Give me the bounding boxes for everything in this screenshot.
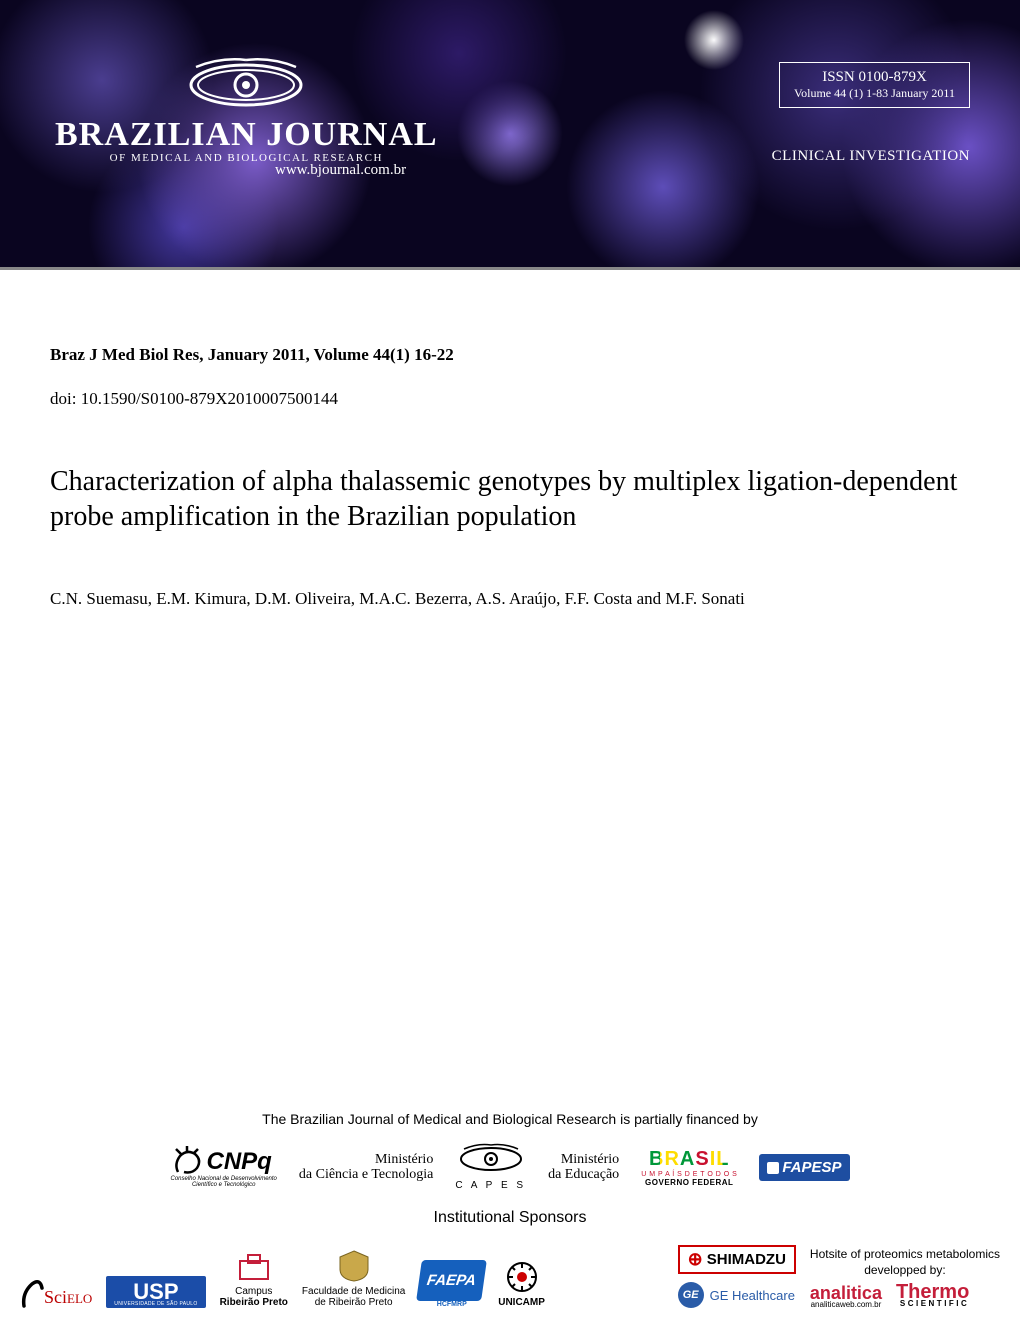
cnpq-text: CNPq: [206, 1148, 271, 1176]
issn-text: ISSN 0100-879X: [794, 69, 955, 86]
citation: Braz J Med Biol Res, January 2011, Volum…: [50, 345, 970, 365]
cnpq-sub2: Científico e Tecnológico: [170, 1182, 276, 1188]
hcfmrp-text: HCFMRP: [419, 1301, 484, 1308]
hotsite-1: Hotsite of proteomics metabolomics: [810, 1247, 1000, 1263]
ge-icon: GE: [678, 1282, 704, 1308]
ge-logo[interactable]: GE GE Healthcare: [678, 1282, 796, 1308]
sponsor-row-2: SciELO USP UNIVERSIDADE DE SÃO PAULO Cam…: [20, 1245, 1000, 1308]
faepa-logo[interactable]: FAEPA HCFMRP: [419, 1260, 484, 1308]
min-ct-2: da Ciência e Tecnologia: [299, 1167, 433, 1182]
fmrp-logo[interactable]: Faculdade de Medicina de Ribeirão Preto: [302, 1249, 405, 1308]
usp-text: USP: [133, 1279, 178, 1304]
unicamp-icon: [502, 1260, 542, 1294]
shimadzu-logo[interactable]: ⊕ SHIMADZU: [678, 1245, 796, 1274]
shimadzu-ge-block: ⊕ SHIMADZU GE GE Healthcare: [678, 1245, 796, 1308]
fapesp-text: FAPESP: [782, 1159, 841, 1176]
capes-logo[interactable]: C A P E S: [455, 1143, 526, 1191]
cnpq-icon: [170, 1146, 204, 1176]
article-content: Braz J Med Biol Res, January 2011, Volum…: [0, 270, 1020, 609]
journal-logo: BRAZILIAN JOURNAL OF MEDICAL AND BIOLOGI…: [55, 55, 438, 164]
brasil-sub1: U M P A Í S D E T O D O S: [641, 1171, 737, 1178]
section-label: CLINICAL INVESTIGATION: [772, 148, 970, 165]
hotsite-block: Hotsite of proteomics metabolomics devel…: [810, 1247, 1000, 1308]
hotsite-label: Hotsite of proteomics metabolomics devel…: [810, 1247, 1000, 1278]
brasil-text: BRASIL: [641, 1148, 737, 1171]
financed-by-label: The Brazilian Journal of Medical and Bio…: [20, 1111, 1000, 1127]
fmrp-2: de Ribeirão Preto: [302, 1297, 405, 1308]
volume-text: Volume 44 (1) 1-83 January 2011: [794, 86, 955, 101]
min-ct[interactable]: Ministério da Ciência e Tecnologia: [299, 1152, 433, 1183]
hotsite-2: developped by:: [810, 1263, 1000, 1279]
campus-2: Ribeirão Preto: [220, 1297, 288, 1308]
faepa-text: FAEPA: [416, 1260, 487, 1301]
footer: The Brazilian Journal of Medical and Bio…: [0, 1111, 1020, 1320]
analitica-logo[interactable]: analitica analiticaweb.com.br: [810, 1285, 882, 1308]
analitica-text: analitica: [810, 1285, 882, 1301]
min-ed-2: da Educação: [548, 1167, 619, 1182]
fapesp-logo[interactable]: FAPESP: [759, 1154, 849, 1181]
shimadzu-text: SHIMADZU: [707, 1251, 786, 1268]
min-ct-1: Ministério: [299, 1152, 433, 1167]
thermo-logo[interactable]: Thermo SCIENTIFIC: [896, 1284, 969, 1308]
usp-sub: UNIVERSIDADE DE SÃO PAULO: [114, 1302, 197, 1307]
campus-icon: [234, 1253, 274, 1283]
min-ed-1: Ministério: [548, 1152, 619, 1167]
journal-url[interactable]: www.bjournal.com.br: [275, 162, 406, 179]
scielo-icon: [20, 1278, 44, 1308]
doi: doi: 10.1590/S0100-879X2010007500144: [50, 389, 970, 409]
campus-logo[interactable]: Campus Ribeirão Preto: [220, 1253, 288, 1308]
brasil-sub2: GOVERNO FEDERAL: [641, 1178, 737, 1187]
thermo-sub: SCIENTIFIC: [896, 1301, 969, 1308]
institutional-label: Institutional Sponsors: [20, 1209, 1000, 1227]
campus-1: Campus: [220, 1286, 288, 1297]
sponsor-row-1: CNPq Conselho Nacional de Desenvolviment…: [20, 1143, 1000, 1191]
analitica-sub: analiticaweb.com.br: [810, 1301, 882, 1308]
capes-text: C A P E S: [455, 1180, 526, 1191]
globe-icon: ⊕: [688, 1249, 703, 1270]
article-authors: C.N. Suemasu, E.M. Kimura, D.M. Oliveira…: [50, 589, 970, 609]
unicamp-text: UNICAMP: [498, 1297, 545, 1308]
min-ed[interactable]: Ministério da Educação: [548, 1152, 619, 1183]
issn-box: ISSN 0100-879X Volume 44 (1) 1-83 Januar…: [779, 62, 970, 108]
article-title: Characterization of alpha thalassemic ge…: [50, 464, 970, 534]
usp-logo[interactable]: USP UNIVERSIDADE DE SÃO PAULO: [106, 1276, 205, 1308]
journal-banner: BRAZILIAN JOURNAL OF MEDICAL AND BIOLOGI…: [0, 0, 1020, 270]
eye-icon: [181, 55, 311, 110]
capes-eye-icon: [456, 1143, 526, 1175]
brasil-logo[interactable]: BRASIL U M P A Í S D E T O D O S GOVERNO…: [641, 1148, 737, 1187]
journal-name: BRAZILIAN JOURNAL: [55, 119, 438, 151]
cnpq-logo[interactable]: CNPq Conselho Nacional de Desenvolviment…: [170, 1146, 276, 1188]
fmrp-shield-icon: [336, 1249, 372, 1283]
unicamp-logo[interactable]: UNICAMP: [498, 1260, 545, 1308]
scielo-logo[interactable]: SciELO: [20, 1278, 92, 1308]
ge-text: GE Healthcare: [710, 1288, 795, 1303]
fmrp-1: Faculdade de Medicina: [302, 1286, 405, 1297]
